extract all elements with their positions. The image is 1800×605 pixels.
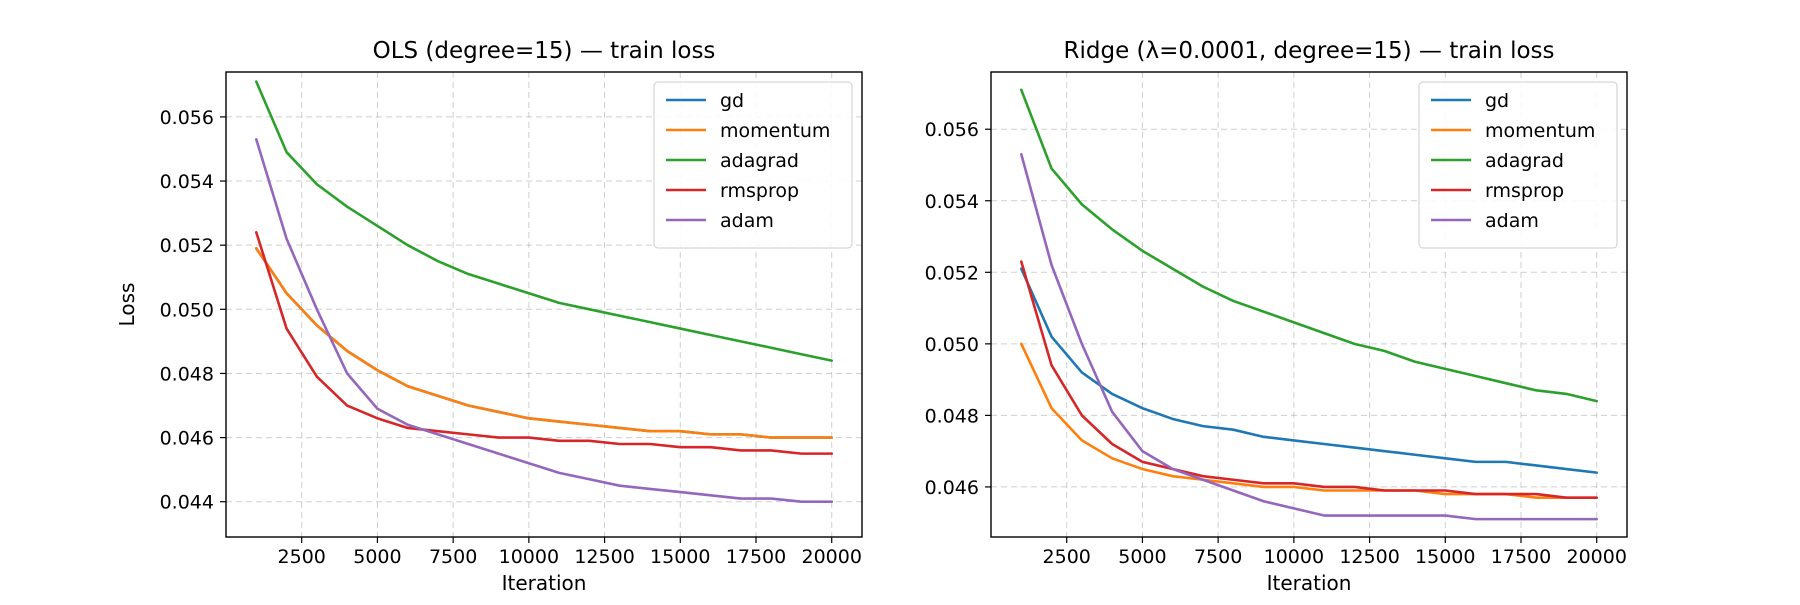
- y-tick-label: 0.048: [160, 363, 214, 385]
- legend-label-adam: adam: [720, 210, 774, 232]
- x-tick-label: 17500: [1491, 546, 1551, 568]
- series-line-adam: [1019, 152, 1599, 521]
- y-axis-label: Loss: [115, 283, 139, 327]
- legend-label-gd: gd: [720, 90, 744, 112]
- y-tick-label: 0.046: [925, 477, 979, 499]
- legend-label-momentum: momentum: [1485, 120, 1595, 142]
- plot-frame: [225, 71, 863, 538]
- legend-label-adam: adam: [1485, 210, 1539, 232]
- legend-label-adagrad: adagrad: [720, 150, 799, 172]
- x-tick-label: 15000: [1415, 546, 1475, 568]
- series-line-adagrad: [1019, 88, 1599, 403]
- x-tick-label: 7500: [429, 546, 477, 568]
- legend-box: [653, 81, 853, 249]
- x-tick-label: 20000: [801, 546, 861, 568]
- x-tick-label: 10000: [1264, 546, 1324, 568]
- series-line-rmsprop: [254, 231, 834, 455]
- legend-box: [1418, 81, 1618, 249]
- legend-label-momentum: momentum: [720, 120, 830, 142]
- legend-label-rmsprop: rmsprop: [1485, 180, 1564, 202]
- chart-panel-1: 2500 5000 7500 10000 12500 15000 17500 20000 0.0…: [115, 38, 863, 595]
- y-tick-label: 0.044: [160, 492, 214, 514]
- y-tick-label: 0.048: [925, 405, 979, 427]
- x-tick-label: 7500: [1194, 546, 1242, 568]
- legend-label-rmsprop: rmsprop: [720, 180, 799, 202]
- chart-title: Ridge (λ=0.0001, degree=15) — train loss: [1064, 38, 1555, 64]
- y-tick-label: 0.056: [925, 119, 979, 141]
- x-tick-label: 10000: [499, 546, 559, 568]
- x-axis-label: Iteration: [502, 571, 587, 595]
- y-tick-label: 0.056: [160, 107, 214, 129]
- x-tick-label: 5000: [1118, 546, 1166, 568]
- series-line-momentum: [254, 247, 834, 439]
- y-tick-label: 0.054: [160, 171, 214, 193]
- chart-title: OLS (degree=15) — train loss: [373, 38, 716, 64]
- x-tick-label: 17500: [726, 546, 786, 568]
- series-line-gd: [1019, 267, 1599, 474]
- x-tick-label: 2500: [278, 546, 326, 568]
- legend: gd momentum adagrad rmsprop adam: [1418, 81, 1618, 249]
- legend-label-adagrad: adagrad: [1485, 150, 1564, 172]
- plot-frame: [990, 71, 1628, 538]
- series-line-adagrad: [254, 80, 834, 362]
- x-tick-label: 15000: [650, 546, 710, 568]
- series-line-adam: [254, 138, 834, 504]
- y-tick-label: 0.054: [925, 191, 979, 213]
- y-tick-label: 0.050: [925, 334, 979, 356]
- y-tick-label: 0.052: [925, 262, 979, 284]
- y-tick-label: 0.050: [160, 299, 214, 321]
- x-tick-label: 5000: [353, 546, 401, 568]
- y-tick-label: 0.052: [160, 235, 214, 257]
- x-tick-label: 2500: [1043, 546, 1091, 568]
- chart-panel-2: 2500 5000 7500 10000 12500 15000 17500 20000 0.0…: [925, 38, 1628, 595]
- legend-label-gd: gd: [1485, 90, 1509, 112]
- legend: gd momentum adagrad rmsprop adam: [653, 81, 853, 249]
- x-axis-label: Iteration: [1267, 571, 1352, 595]
- x-tick-label: 12500: [1339, 546, 1399, 568]
- y-tick-label: 0.046: [160, 428, 214, 450]
- series-line-rmsprop: [1019, 260, 1599, 499]
- x-tick-label: 12500: [574, 546, 634, 568]
- x-tick-label: 20000: [1566, 546, 1626, 568]
